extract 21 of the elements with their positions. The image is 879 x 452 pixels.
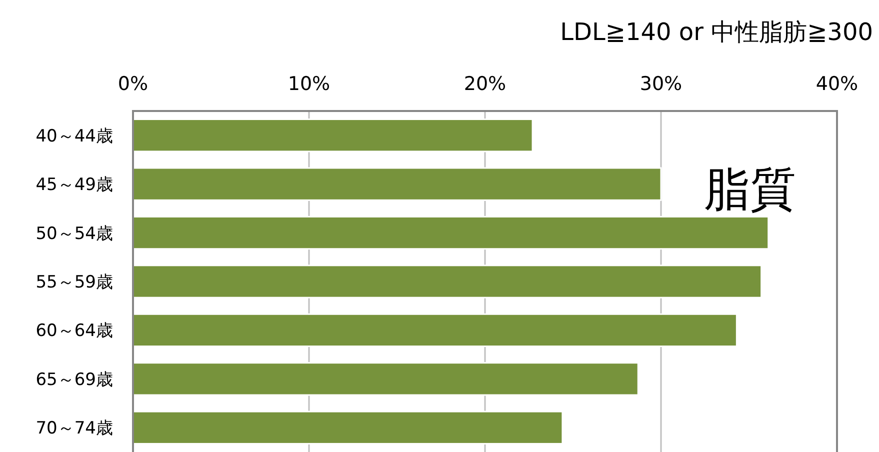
bar (132, 313, 738, 348)
annotation: 脂質 (704, 162, 796, 216)
x-tick-label: 0% (118, 73, 148, 95)
y-tick-label: 55～59歳 (36, 272, 113, 292)
bar (132, 167, 662, 201)
y-tick-label: 50～54歳 (36, 224, 113, 244)
y-tick-label: 65～69歳 (36, 370, 113, 390)
y-tick-label: 45～49歳 (36, 175, 113, 196)
bar (132, 410, 564, 444)
x-tick-label: 40% (816, 73, 858, 95)
x-tick-label: 10% (288, 73, 330, 95)
y-tick-label: 40～44歳 (36, 126, 113, 146)
y-tick-label: 60～64歳 (36, 321, 113, 342)
bar (132, 362, 639, 396)
x-tick-label: 30% (640, 73, 682, 95)
bar (132, 216, 770, 250)
bar (132, 264, 762, 298)
y-tick-label: 70～74歳 (36, 418, 113, 439)
x-tick-label: 20% (464, 73, 506, 95)
chart-title: LDL≧140 or 中性脂肪≧300 (560, 18, 873, 46)
bar (132, 118, 534, 152)
